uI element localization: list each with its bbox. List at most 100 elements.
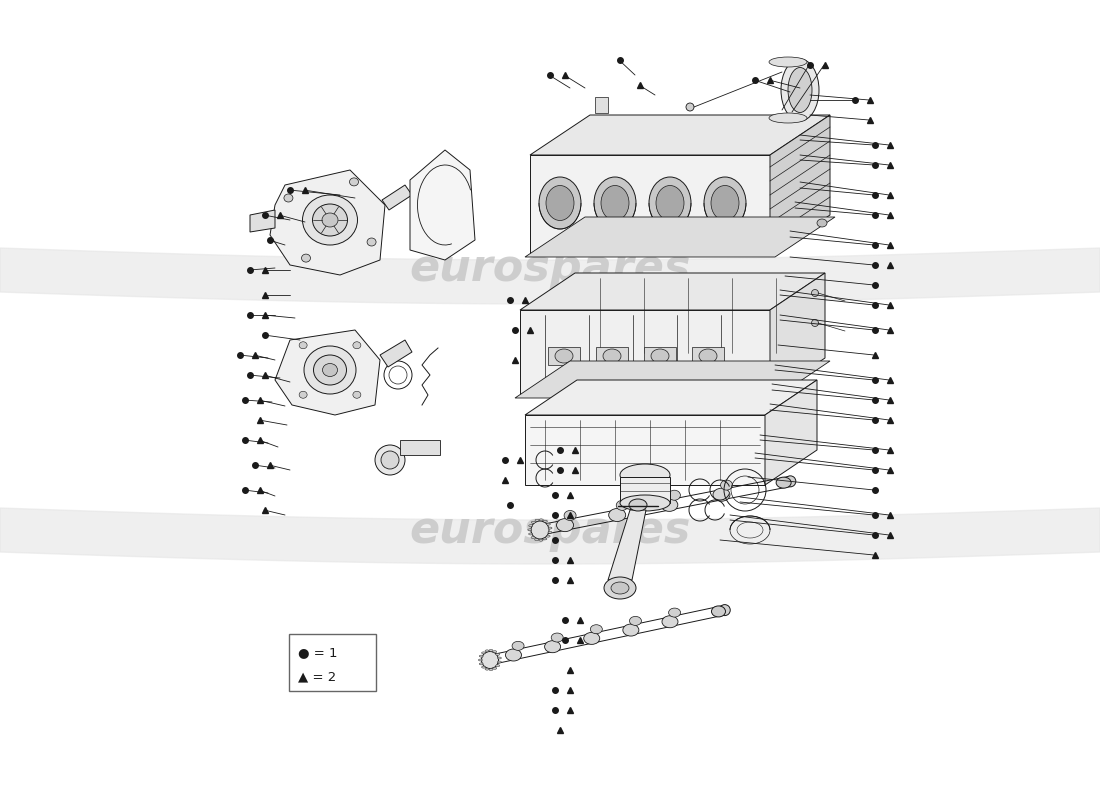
Ellipse shape [669, 490, 681, 500]
Ellipse shape [704, 177, 746, 229]
Polygon shape [596, 347, 628, 365]
Ellipse shape [713, 488, 730, 502]
Polygon shape [530, 155, 770, 255]
Polygon shape [525, 415, 764, 485]
Ellipse shape [529, 533, 532, 535]
Ellipse shape [591, 625, 603, 634]
Ellipse shape [539, 539, 543, 541]
Ellipse shape [497, 661, 502, 663]
Ellipse shape [584, 632, 600, 644]
Ellipse shape [284, 194, 293, 202]
Ellipse shape [546, 186, 574, 221]
Ellipse shape [506, 649, 521, 661]
Ellipse shape [301, 254, 310, 262]
Ellipse shape [639, 493, 651, 502]
Ellipse shape [812, 319, 818, 326]
Ellipse shape [777, 477, 791, 488]
Ellipse shape [322, 363, 338, 377]
Polygon shape [275, 330, 380, 415]
Ellipse shape [312, 204, 348, 236]
Ellipse shape [629, 617, 641, 626]
Ellipse shape [484, 654, 495, 666]
Ellipse shape [490, 669, 493, 670]
Ellipse shape [629, 499, 647, 511]
Ellipse shape [623, 624, 639, 636]
Ellipse shape [546, 535, 550, 537]
Ellipse shape [493, 650, 497, 653]
Ellipse shape [322, 213, 338, 227]
Ellipse shape [769, 113, 807, 123]
Ellipse shape [350, 178, 359, 186]
Ellipse shape [669, 608, 681, 617]
Ellipse shape [547, 523, 550, 525]
Ellipse shape [616, 500, 628, 510]
Ellipse shape [485, 650, 490, 652]
Ellipse shape [604, 577, 636, 599]
Polygon shape [520, 310, 770, 395]
Ellipse shape [535, 538, 539, 541]
Ellipse shape [531, 537, 535, 538]
Ellipse shape [649, 177, 691, 229]
Ellipse shape [529, 525, 532, 526]
Text: ▲ = 2: ▲ = 2 [298, 670, 337, 683]
Ellipse shape [539, 519, 543, 521]
Polygon shape [764, 380, 817, 485]
Ellipse shape [496, 665, 499, 666]
Ellipse shape [314, 355, 346, 385]
Ellipse shape [711, 186, 739, 221]
Polygon shape [692, 347, 724, 365]
Ellipse shape [564, 510, 576, 521]
Ellipse shape [610, 582, 629, 594]
Ellipse shape [485, 668, 490, 670]
Ellipse shape [601, 186, 629, 221]
Ellipse shape [656, 186, 684, 221]
Polygon shape [770, 273, 825, 395]
Ellipse shape [719, 605, 730, 616]
Ellipse shape [490, 650, 493, 651]
Ellipse shape [620, 464, 670, 486]
Ellipse shape [551, 633, 563, 642]
Ellipse shape [482, 651, 498, 669]
Ellipse shape [662, 616, 678, 628]
Polygon shape [770, 115, 830, 255]
Polygon shape [410, 150, 475, 260]
Ellipse shape [496, 654, 499, 655]
Ellipse shape [720, 480, 733, 490]
Polygon shape [525, 217, 835, 257]
Polygon shape [548, 347, 580, 365]
Ellipse shape [686, 103, 694, 111]
Ellipse shape [531, 522, 536, 523]
Ellipse shape [375, 445, 405, 475]
Ellipse shape [781, 59, 820, 121]
Ellipse shape [548, 531, 552, 534]
Ellipse shape [698, 349, 717, 363]
Ellipse shape [539, 177, 581, 229]
Ellipse shape [381, 451, 399, 469]
Ellipse shape [367, 238, 376, 246]
Polygon shape [608, 510, 646, 580]
Ellipse shape [620, 495, 670, 511]
Ellipse shape [353, 342, 361, 349]
Ellipse shape [493, 667, 497, 670]
Polygon shape [382, 185, 412, 210]
Ellipse shape [299, 391, 307, 398]
Ellipse shape [497, 657, 502, 659]
Ellipse shape [784, 476, 795, 487]
Ellipse shape [543, 520, 548, 522]
Text: eurospares: eurospares [409, 246, 691, 290]
Polygon shape [250, 210, 275, 232]
Polygon shape [530, 115, 830, 155]
Ellipse shape [304, 346, 356, 394]
Polygon shape [270, 170, 385, 275]
Ellipse shape [556, 349, 573, 363]
Ellipse shape [544, 641, 561, 653]
Polygon shape [520, 273, 825, 310]
Polygon shape [620, 477, 670, 503]
Ellipse shape [661, 498, 678, 511]
Ellipse shape [480, 655, 483, 657]
Ellipse shape [594, 177, 636, 229]
Ellipse shape [299, 342, 307, 349]
Ellipse shape [535, 519, 539, 522]
Polygon shape [515, 361, 830, 398]
Ellipse shape [482, 652, 485, 654]
